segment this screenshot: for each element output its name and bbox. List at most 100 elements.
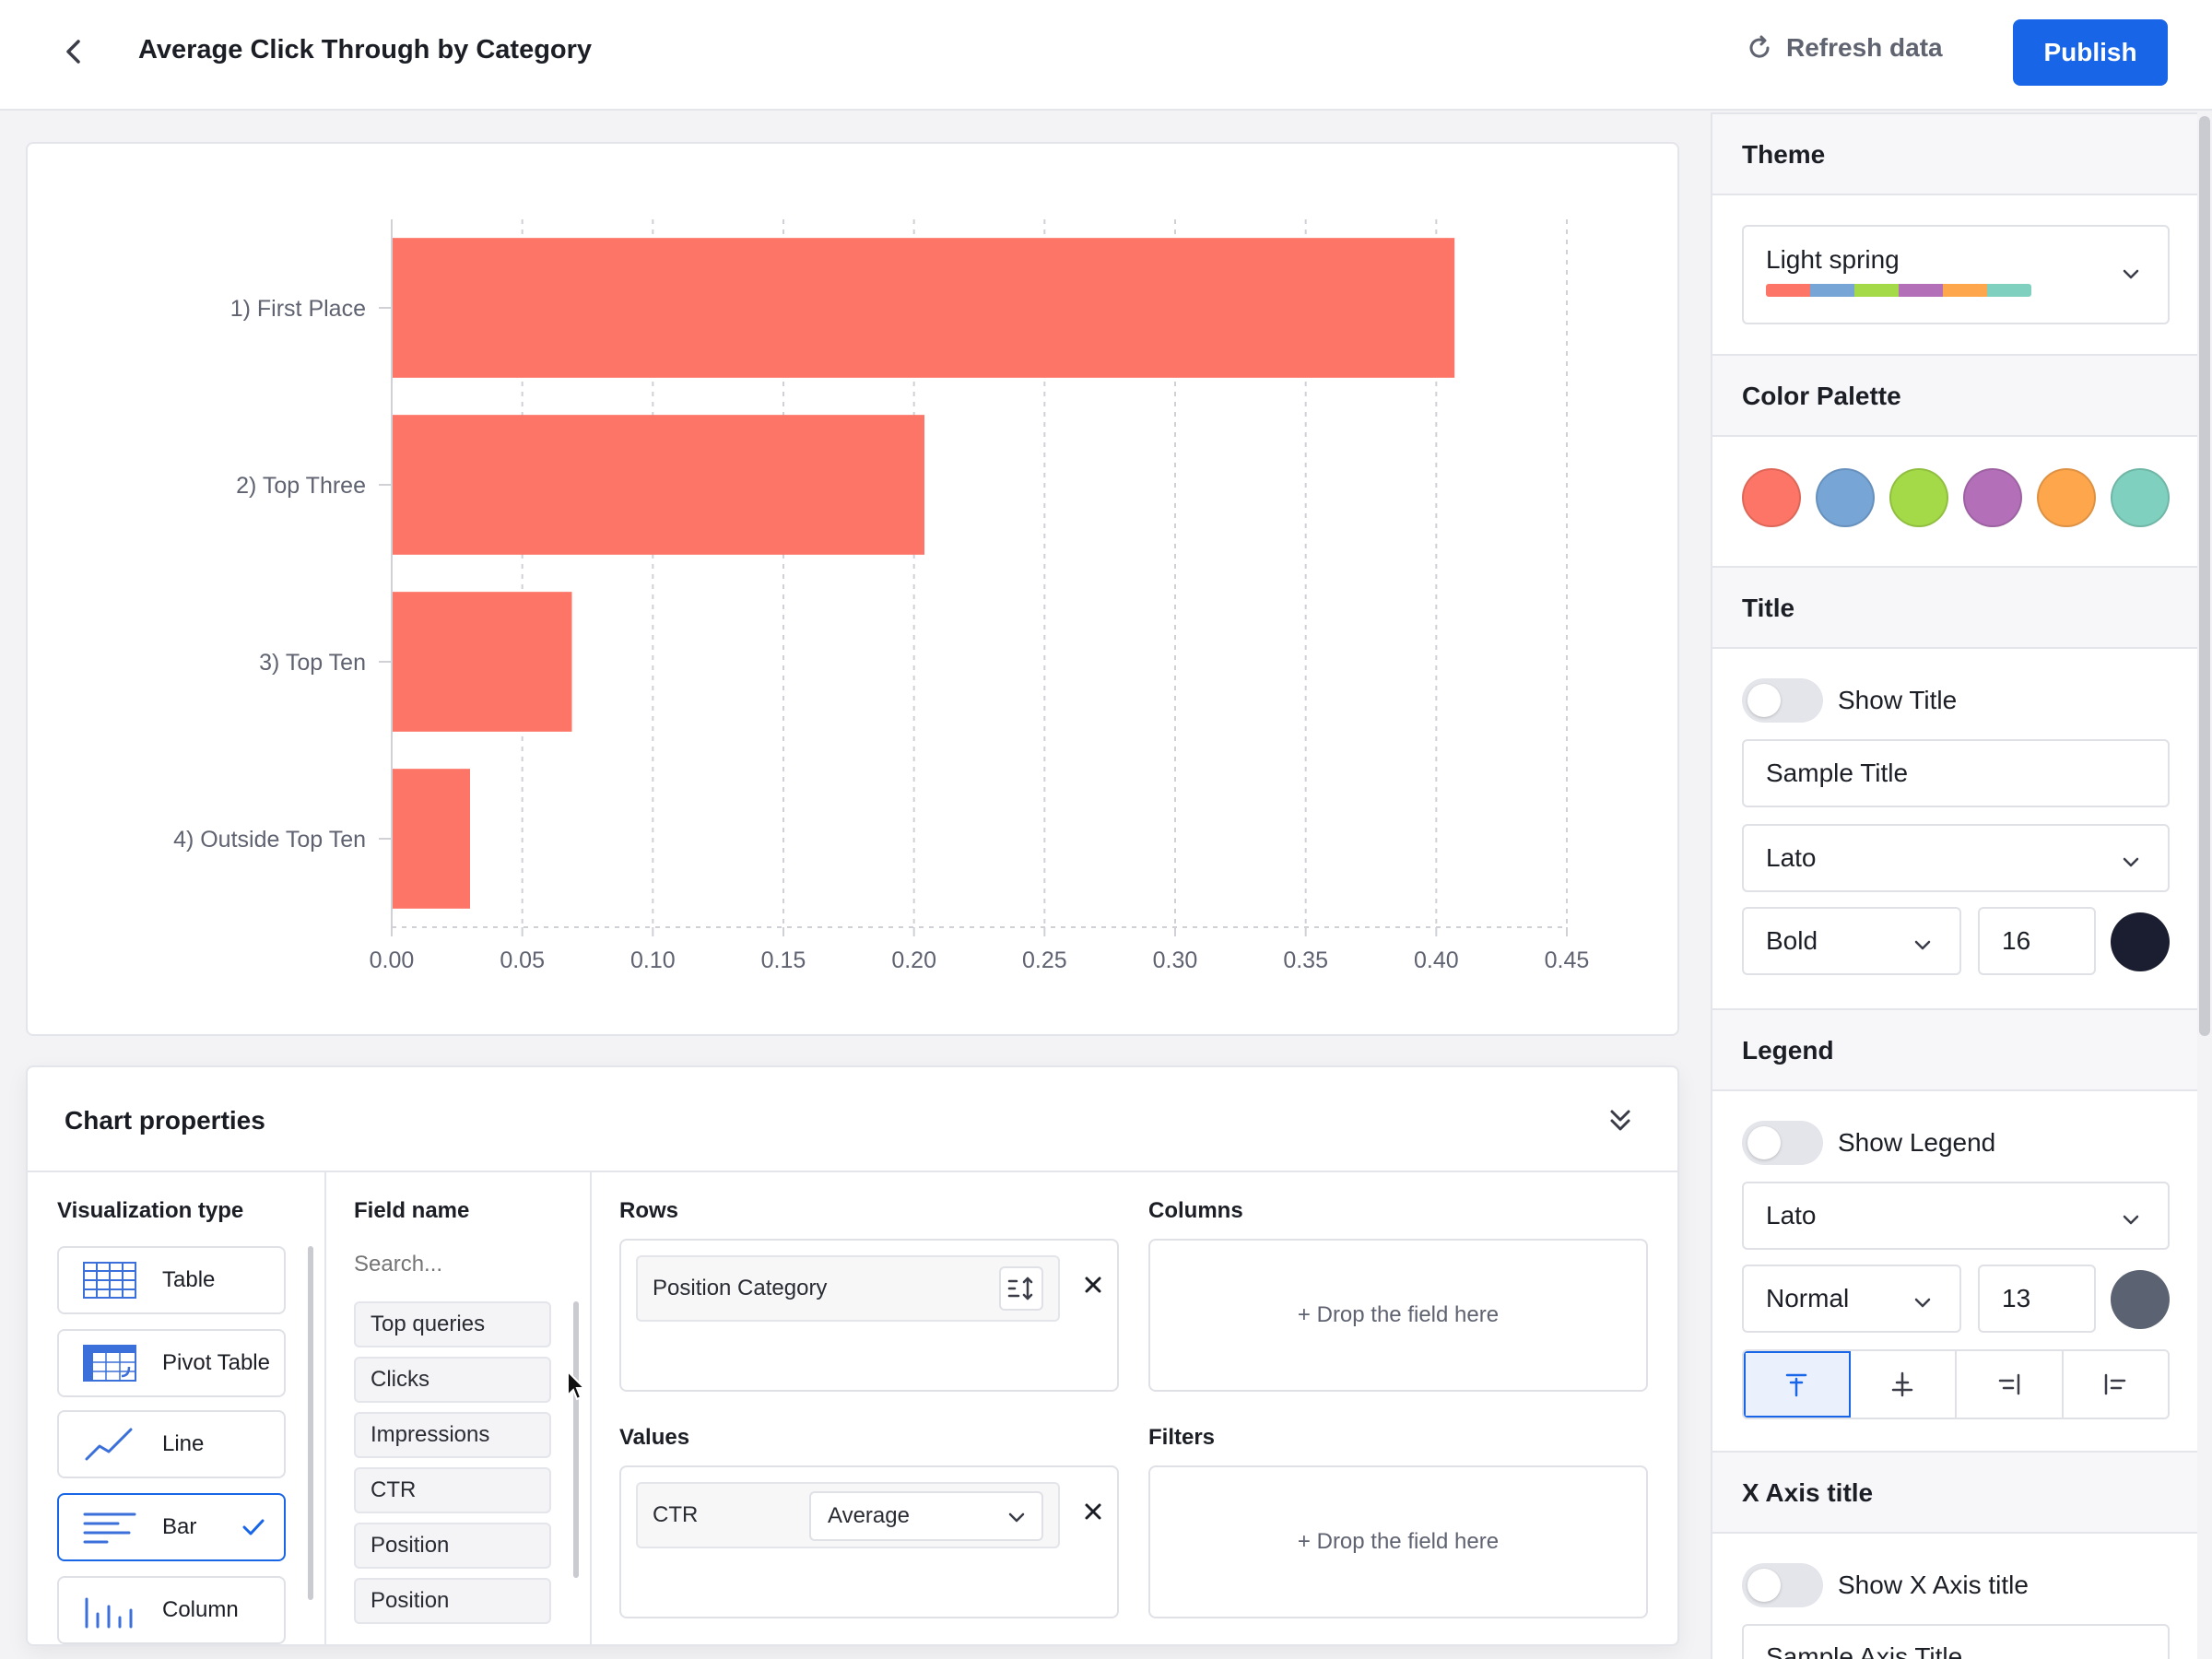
side-panel-scroll-thumb[interactable]: [2199, 116, 2210, 1036]
publish-button[interactable]: Publish: [2013, 19, 2168, 86]
column-chart-icon: [85, 1597, 133, 1629]
show-title-toggle[interactable]: [1742, 678, 1823, 723]
field-search-input[interactable]: [354, 1246, 575, 1283]
aggregation-select[interactable]: Average: [809, 1491, 1043, 1541]
x-tick-label: 0.05: [500, 947, 545, 973]
section-title: Theme: [1742, 140, 1826, 169]
x-axis-title-section-header: X Axis title: [1712, 1451, 2197, 1534]
bar: [393, 415, 924, 555]
chevron-left-icon: [66, 40, 80, 64]
title-text-input[interactable]: Sample Title: [1742, 739, 2170, 807]
field-chip[interactable]: Top queries: [354, 1301, 551, 1347]
y-tick-label: 2) Top Three: [236, 473, 366, 499]
legend-size-input[interactable]: 13: [1978, 1265, 2096, 1333]
field-name-label: Field name: [354, 1198, 470, 1223]
pill-label: Position Category: [653, 1276, 828, 1300]
legend-right-button[interactable]: [1957, 1351, 2064, 1418]
title-weight-select[interactable]: Bold: [1742, 907, 1961, 975]
title-size-input[interactable]: 16: [1978, 907, 2096, 975]
x-tick-label: 0.10: [630, 947, 676, 973]
refresh-data-button[interactable]: Refresh data: [1746, 33, 1943, 63]
align-middle-icon: [1892, 1371, 1913, 1397]
chevron-down-icon: [2123, 269, 2139, 279]
legend-weight-select[interactable]: Normal: [1742, 1265, 1961, 1333]
refresh-icon: [1749, 35, 1770, 58]
title-font-select[interactable]: Lato: [1742, 824, 2170, 892]
sort-button[interactable]: [999, 1266, 1043, 1311]
section-title: Color Palette: [1742, 382, 1901, 410]
x-tick-label: 0.40: [1414, 947, 1459, 973]
sort-icon: [1007, 1277, 1033, 1300]
viz-bar-button[interactable]: Bar: [57, 1493, 286, 1561]
viz-pivot-table-button[interactable]: Pivot Table: [57, 1329, 286, 1397]
values-drop-zone[interactable]: CTR Average: [619, 1465, 1119, 1618]
show-x-axis-title-toggle[interactable]: [1742, 1563, 1823, 1607]
x-tick-label: 0.45: [1545, 947, 1590, 973]
bar: [393, 769, 470, 909]
field-chip[interactable]: Position: [354, 1523, 551, 1569]
pivot-table-icon: [83, 1345, 136, 1382]
y-tick-label: 1) First Place: [230, 296, 366, 322]
viz-label: Table: [162, 1267, 216, 1292]
viz-column-button[interactable]: Column: [57, 1576, 286, 1644]
font-value: Lato: [1766, 843, 1817, 872]
font-value: Lato: [1766, 1201, 1817, 1230]
palette-swatch-4[interactable]: [1963, 468, 2022, 527]
back-button[interactable]: [55, 33, 92, 70]
show-legend-label: Show Legend: [1838, 1128, 1996, 1157]
viz-line-button[interactable]: Line: [57, 1410, 286, 1478]
columns-drop-zone[interactable]: + Drop the field here: [1148, 1239, 1648, 1392]
x-axis-title-input[interactable]: Sample Axis Title: [1742, 1624, 2170, 1659]
y-tick-label: 4) Outside Top Ten: [173, 827, 366, 853]
viz-scrollbar[interactable]: [308, 1246, 313, 1600]
column-divider: [324, 1172, 326, 1644]
x-tick-label: 0.30: [1153, 947, 1198, 973]
legend-middle-button[interactable]: [1850, 1351, 1957, 1418]
palette-swatch-5[interactable]: [2037, 468, 2096, 527]
color-palette-section-header: Color Palette: [1712, 354, 2197, 437]
palette-swatch-6[interactable]: [2111, 468, 2170, 527]
field-scrollbar[interactable]: [573, 1301, 579, 1578]
viz-label: Line: [162, 1431, 205, 1456]
rows-field-pill[interactable]: Position Category: [636, 1255, 1060, 1322]
palette-swatch-3[interactable]: [1889, 468, 1948, 527]
close-icon[interactable]: [1080, 1272, 1106, 1298]
palette-swatch-2[interactable]: [1816, 468, 1875, 527]
legend-top-button[interactable]: [1744, 1351, 1851, 1418]
field-chip[interactable]: Position: [354, 1578, 551, 1624]
viz-label: Pivot Table: [162, 1350, 270, 1375]
y-tick-label: 3) Top Ten: [259, 650, 366, 676]
align-top-icon: [1785, 1373, 1806, 1397]
visualization-type-label: Visualization type: [57, 1198, 244, 1223]
palette-swatch-1[interactable]: [1742, 468, 1801, 527]
theme-value: Light spring: [1766, 245, 1900, 274]
theme-color-segment: [1987, 284, 2031, 297]
close-icon[interactable]: [1080, 1499, 1106, 1524]
legend-left-button[interactable]: [2063, 1351, 2168, 1418]
field-chip[interactable]: Clicks: [354, 1357, 551, 1403]
viz-table-button[interactable]: Table: [57, 1246, 286, 1314]
x-tick-label: 0.00: [370, 947, 415, 973]
bar: [393, 592, 572, 732]
double-chevron-down-icon[interactable]: [1604, 1104, 1637, 1137]
filters-drop-zone[interactable]: + Drop the field here: [1148, 1465, 1648, 1618]
theme-color-segment: [1766, 284, 1810, 297]
values-field-pill[interactable]: CTR Average: [636, 1482, 1060, 1548]
show-title-label: Show Title: [1838, 686, 1958, 714]
field-chip[interactable]: Impressions: [354, 1412, 551, 1458]
theme-color-segment: [1810, 284, 1854, 297]
field-chip[interactable]: CTR: [354, 1467, 551, 1513]
legend-color-picker[interactable]: [2111, 1270, 2170, 1329]
title-color-picker[interactable]: [2111, 912, 2170, 971]
chevron-down-icon: [1914, 1298, 1931, 1308]
section-title: X Axis title: [1742, 1478, 1874, 1507]
drop-hint: + Drop the field here: [1297, 1529, 1500, 1554]
chart-properties-title: Chart properties: [65, 1106, 265, 1135]
chevron-down-icon: [1914, 940, 1931, 950]
theme-select[interactable]: Light spring: [1742, 225, 2170, 324]
rows-drop-zone[interactable]: Position Category: [619, 1239, 1119, 1392]
x-tick-label: 0.15: [761, 947, 806, 973]
show-legend-toggle[interactable]: [1742, 1121, 1823, 1165]
legend-font-select[interactable]: Lato: [1742, 1182, 2170, 1250]
aggregation-value: Average: [828, 1503, 910, 1528]
